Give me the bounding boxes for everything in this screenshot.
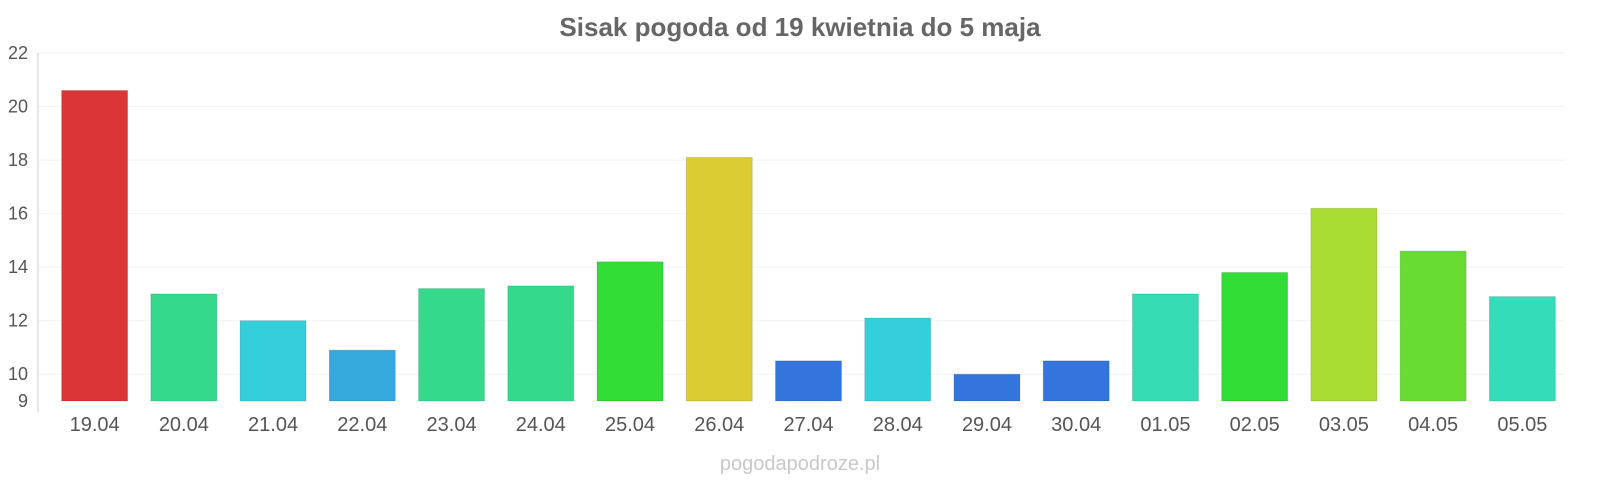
bar-19.04[interactable] — [61, 89, 129, 402]
x-tick-label: 05.05 — [1497, 414, 1547, 436]
bar-02.05[interactable] — [1221, 272, 1289, 402]
x-tick-label: 20.04 — [159, 414, 209, 436]
bar-20.04[interactable] — [150, 293, 218, 402]
x-tick-label: 25.04 — [605, 414, 655, 436]
x-tick-label: 29.04 — [962, 414, 1012, 436]
watermark-text: pogodapodroze.pl — [720, 453, 880, 475]
y-tick-label: 12 — [8, 311, 28, 331]
bar-28.04[interactable] — [864, 317, 932, 402]
chart-title: Sisak pogoda od 19 kwietnia do 5 maja — [559, 12, 1041, 42]
y-tick-label: 18 — [8, 150, 28, 170]
x-tick-label: 27.04 — [783, 414, 833, 436]
bar-30.04[interactable] — [1042, 360, 1110, 402]
y-tick-label: 10 — [8, 364, 28, 384]
bar-26.04[interactable] — [685, 156, 753, 402]
y-axis: 9 10 12 14 16 18 20 22 — [8, 43, 39, 412]
bar-21.04[interactable] — [239, 320, 307, 402]
bar-25.04[interactable] — [596, 261, 664, 402]
bar-29.04[interactable] — [953, 373, 1021, 402]
x-tick-label: 30.04 — [1051, 414, 1101, 436]
bar-04.05[interactable] — [1399, 250, 1467, 402]
x-tick-label: 24.04 — [516, 414, 566, 436]
bar-01.05[interactable] — [1131, 293, 1199, 402]
bar-22.04[interactable] — [328, 349, 396, 402]
bars — [61, 89, 1556, 402]
bar-27.04[interactable] — [775, 360, 842, 402]
x-tick-label: 02.05 — [1230, 414, 1280, 436]
x-tick-label: 21.04 — [248, 414, 298, 436]
y-tick-label: 22 — [8, 43, 28, 63]
x-tick-label: 22.04 — [337, 414, 387, 436]
x-tick-label: 04.05 — [1408, 414, 1458, 436]
x-tick-label: 28.04 — [873, 414, 923, 436]
bar-23.04[interactable] — [418, 288, 486, 402]
y-tick-label: 16 — [8, 204, 28, 224]
y-tick-label: 9 — [18, 391, 28, 411]
bar-05.05[interactable] — [1488, 296, 1556, 402]
bar-03.05[interactable] — [1310, 207, 1378, 402]
x-tick-label: 01.05 — [1140, 414, 1190, 436]
bar-24.04[interactable] — [507, 285, 575, 402]
x-tick-label: 23.04 — [427, 414, 477, 436]
y-tick-label: 14 — [8, 257, 28, 277]
x-axis: 19.04 20.04 21.04 22.04 23.04 24.04 25.04 26.04… — [70, 414, 1548, 436]
y-tick-label: 20 — [8, 97, 28, 117]
x-tick-label: 26.04 — [694, 414, 744, 436]
x-tick-label: 03.05 — [1319, 414, 1369, 436]
x-tick-label: 19.04 — [70, 414, 120, 436]
